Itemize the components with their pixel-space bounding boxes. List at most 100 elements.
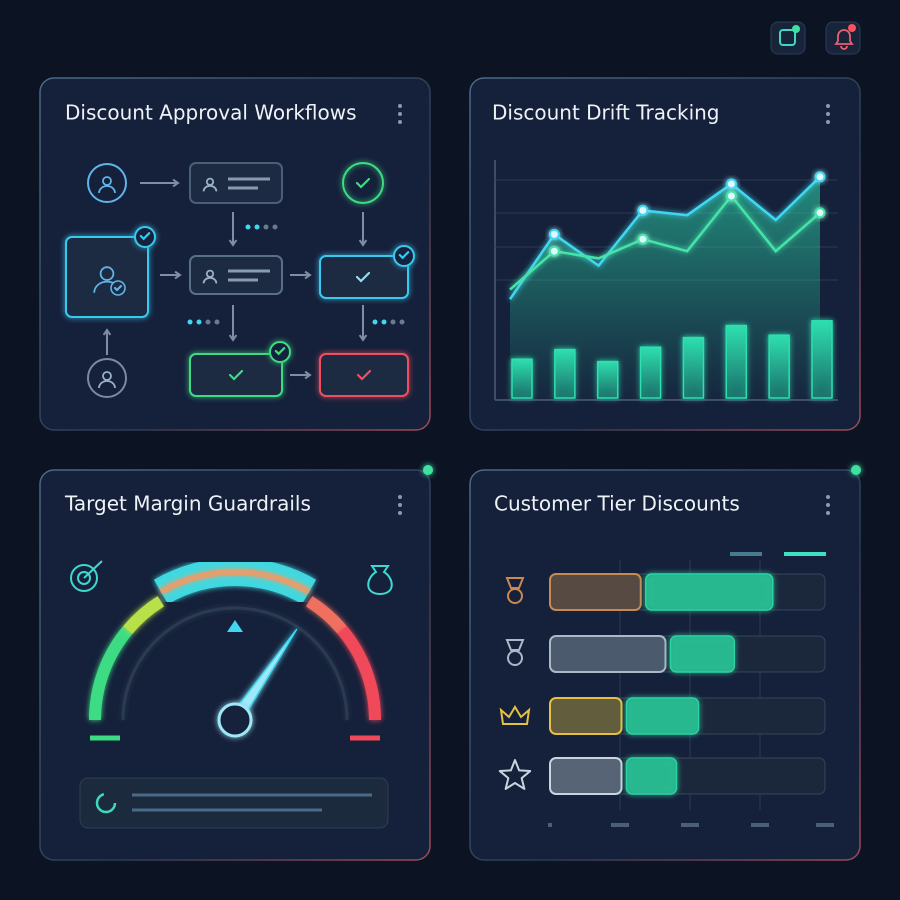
check-mark: [355, 271, 371, 283]
tier-bar: [549, 635, 667, 673]
status-icon: [95, 792, 117, 814]
check-mark: [228, 369, 244, 381]
money-bag: [367, 565, 393, 596]
card-title: Customer Tier Discounts: [494, 492, 740, 516]
user-body: [98, 380, 116, 389]
line-point: [814, 207, 826, 219]
progress-dot: [214, 319, 220, 325]
bar: [768, 334, 790, 399]
status-bar: [79, 777, 389, 829]
flow-step: [65, 236, 149, 318]
check-mark: [355, 177, 371, 189]
flow-step: [189, 353, 283, 397]
trend-line: [509, 194, 821, 291]
target-icon: [70, 564, 98, 592]
user-head: [99, 266, 115, 281]
medal-ribbon: [505, 577, 525, 589]
bar: [639, 346, 662, 399]
menu-dot[interactable]: [398, 495, 402, 499]
menu-dot[interactable]: [826, 495, 830, 499]
target-icon: [77, 571, 91, 585]
bell-icon: [834, 29, 854, 50]
progress-dot: [372, 319, 378, 325]
notification-dot: [848, 24, 856, 32]
discount-bar: [669, 635, 735, 673]
bar: [811, 320, 833, 399]
gauge-zone: [123, 596, 165, 634]
medal: [507, 588, 523, 604]
check-mark: [398, 251, 410, 260]
status-button[interactable]: [770, 21, 806, 55]
user-node: [87, 163, 127, 203]
gauge-zone: [159, 569, 311, 595]
arrow-head: [228, 239, 238, 247]
progress-dot: [187, 319, 193, 325]
card: [39, 469, 431, 861]
gauge-zone: [305, 596, 347, 634]
check-mark: [356, 369, 372, 381]
crown: [499, 705, 531, 725]
menu-dot[interactable]: [398, 104, 402, 108]
line-point: [637, 204, 649, 216]
card-title: Discount Approval Workflows: [65, 101, 357, 125]
arrow-head: [102, 328, 112, 336]
progress-dot: [196, 319, 202, 325]
flow-step: [189, 162, 283, 204]
progress-dot: [399, 319, 405, 325]
medal-ribbon: [505, 639, 525, 651]
arrow-head: [358, 239, 368, 247]
progress-dot: [381, 319, 387, 325]
flow-step: [319, 353, 409, 397]
user-head: [102, 371, 112, 381]
status-dot: [792, 25, 800, 33]
flow-step: [189, 255, 283, 295]
medal: [507, 650, 523, 666]
user-body: [98, 185, 116, 194]
needle-hub: [217, 702, 253, 738]
check-mark: [139, 232, 151, 241]
target-arrow: [83, 560, 103, 579]
tier-bar: [549, 697, 623, 735]
menu-dot[interactable]: [826, 503, 830, 507]
gauge-zone: [89, 626, 133, 721]
menu-dot[interactable]: [398, 503, 402, 507]
line-point: [814, 171, 826, 183]
progress-dot: [205, 319, 211, 325]
check-mark: [113, 284, 123, 292]
menu-dot[interactable]: [826, 104, 830, 108]
card: [39, 77, 431, 431]
progress-dot: [254, 224, 260, 230]
approved-node: [342, 162, 384, 204]
discount-bar: [645, 573, 774, 611]
progress-dot: [272, 224, 278, 230]
line-point: [725, 178, 737, 190]
menu-dot[interactable]: [826, 511, 830, 515]
bar: [511, 358, 533, 399]
menu-dot[interactable]: [398, 112, 402, 116]
menu-dot[interactable]: [398, 120, 402, 124]
line-point: [637, 233, 649, 245]
gauge-zone: [337, 626, 381, 721]
live-indicator: [423, 465, 433, 475]
discount-bar: [625, 697, 700, 735]
menu-dot[interactable]: [826, 112, 830, 116]
trend-line: [508, 175, 821, 300]
user-body: [202, 184, 218, 192]
target-marker: [227, 620, 243, 632]
progress-dot: [263, 224, 269, 230]
live-indicator: [851, 465, 861, 475]
menu-dot[interactable]: [826, 120, 830, 124]
bar: [725, 324, 748, 399]
arrow-head: [304, 370, 312, 380]
bar: [682, 336, 705, 399]
menu-dot[interactable]: [398, 511, 402, 515]
arrow-head: [358, 334, 368, 342]
bar: [596, 360, 619, 399]
bar: [554, 348, 576, 399]
status-icon: [779, 29, 796, 46]
user-node: [87, 358, 127, 398]
arrow-head: [228, 334, 238, 342]
star: [498, 759, 532, 790]
tier-bar: [549, 757, 623, 795]
